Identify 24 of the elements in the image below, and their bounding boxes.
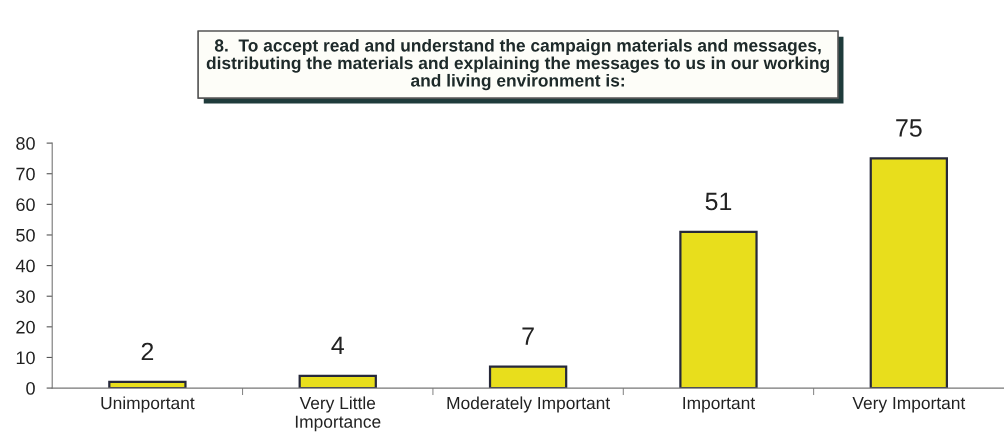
y-tick-label: 10: [16, 351, 35, 365]
chart-title: 8. To accept read and understand the campaign materials and messages, distributing the materials and explaining the messages to us in our working and living environment is:: [206, 38, 829, 91]
y-tick-label: 70: [16, 167, 35, 181]
data-label: 75: [896, 119, 922, 137]
x-tick-label: Very Important: [852, 397, 966, 413]
y-tick-label: 50: [16, 228, 35, 242]
data-label: 4: [331, 336, 344, 354]
x-tick-label: Unimportant: [101, 396, 195, 413]
x-tick-label: Important: [683, 397, 756, 413]
y-tick-label: 20: [16, 320, 35, 334]
y-tick-label: 80: [16, 137, 35, 150]
data-label: 7: [522, 327, 534, 345]
y-tick-label: 60: [16, 198, 35, 212]
x-tick-label: Moderately Important: [447, 396, 610, 413]
y-tick-label: 30: [16, 290, 35, 303]
x-tick-label: Very Little Importance: [295, 396, 381, 432]
bar: [679, 230, 758, 389]
y-tick-label: 0: [26, 382, 35, 395]
data-label: 51: [705, 192, 732, 211]
bar: [488, 365, 568, 389]
bar: [869, 157, 948, 389]
data-label: 2: [141, 342, 154, 361]
y-tick-label: 40: [15, 259, 35, 273]
bar: [298, 374, 377, 389]
